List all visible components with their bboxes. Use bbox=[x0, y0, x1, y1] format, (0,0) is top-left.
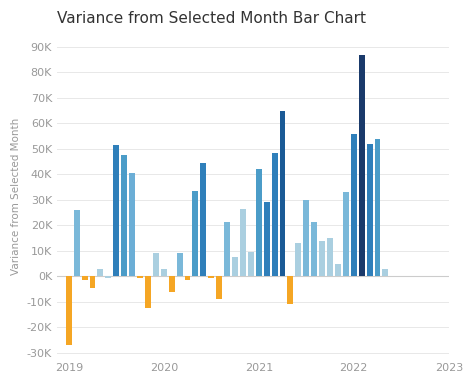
Bar bbox=[82, 276, 88, 280]
Bar bbox=[327, 238, 333, 276]
Bar bbox=[248, 252, 254, 276]
Bar bbox=[303, 200, 309, 276]
Bar bbox=[264, 202, 270, 276]
Bar bbox=[98, 269, 103, 276]
Bar bbox=[359, 55, 365, 276]
Bar bbox=[256, 169, 262, 276]
Bar bbox=[232, 257, 238, 276]
Bar bbox=[201, 163, 206, 276]
Bar bbox=[351, 134, 357, 276]
Bar bbox=[90, 276, 95, 288]
Bar bbox=[129, 173, 135, 276]
Bar bbox=[374, 139, 381, 276]
Bar bbox=[121, 156, 127, 276]
Bar bbox=[184, 276, 191, 280]
Bar bbox=[343, 192, 349, 276]
Bar bbox=[295, 243, 301, 276]
Bar bbox=[145, 276, 151, 308]
Bar bbox=[161, 269, 167, 276]
Bar bbox=[335, 264, 341, 276]
Bar bbox=[169, 276, 174, 292]
Bar bbox=[74, 210, 80, 276]
Bar bbox=[177, 253, 182, 276]
Bar bbox=[240, 209, 246, 276]
Bar bbox=[383, 269, 388, 276]
Bar bbox=[272, 153, 278, 276]
Bar bbox=[311, 222, 317, 276]
Bar bbox=[137, 276, 143, 278]
Bar bbox=[113, 145, 119, 276]
Bar bbox=[216, 276, 222, 300]
Bar bbox=[224, 222, 230, 276]
Bar bbox=[280, 111, 285, 276]
Bar bbox=[287, 276, 293, 305]
Bar bbox=[366, 144, 373, 276]
Text: Variance from Selected Month Bar Chart: Variance from Selected Month Bar Chart bbox=[57, 11, 366, 26]
Bar bbox=[66, 276, 72, 345]
Bar bbox=[192, 191, 199, 276]
Bar bbox=[319, 241, 325, 276]
Bar bbox=[153, 253, 159, 276]
Bar bbox=[105, 276, 111, 278]
Y-axis label: Variance from Selected Month: Variance from Selected Month bbox=[11, 118, 21, 275]
Bar bbox=[208, 276, 214, 278]
